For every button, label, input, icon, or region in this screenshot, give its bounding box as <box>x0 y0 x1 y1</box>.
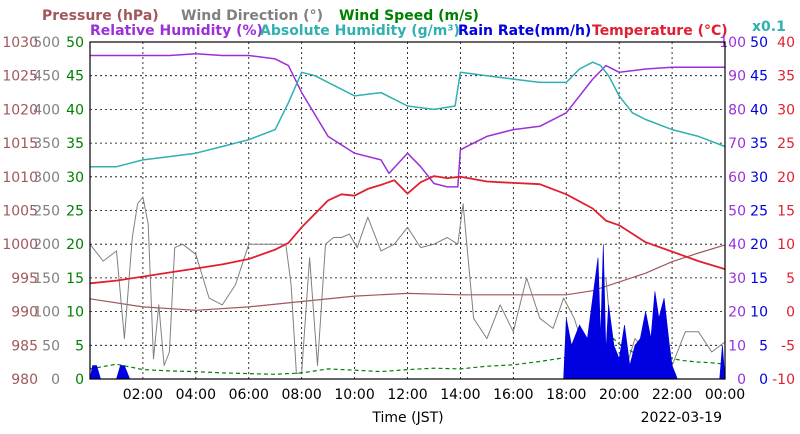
pressure-tick-label: 1025 <box>2 69 38 85</box>
wind-direction-tick-label: 450 <box>33 69 60 85</box>
pressure-tick-label: 980 <box>11 372 38 388</box>
relative-humidity-tick-label: 50 <box>728 204 746 220</box>
pressure-tick-label: 1020 <box>2 102 38 118</box>
rain-rate-tick-label: 35 <box>750 136 768 152</box>
wind-speed-tick-label: 45 <box>66 69 84 85</box>
rain-rate-tick-label: 45 <box>750 69 768 85</box>
x-axis-label: Time (JST) <box>371 410 443 426</box>
rain-rate-tick-label: 5 <box>759 338 768 354</box>
temperature-tick-label: 5 <box>786 271 795 287</box>
temperature-tick-label: 40 <box>777 35 795 51</box>
relative-humidity-tick-label: 10 <box>728 338 746 354</box>
wind-direction-tick-label: 50 <box>42 338 60 354</box>
wind-speed-line <box>89 331 726 375</box>
relative-humidity-tick-label: 40 <box>728 237 746 253</box>
wind-speed-tick-label: 40 <box>66 102 84 118</box>
relative-humidity-tick-label: 80 <box>728 102 746 118</box>
rain-rate-tick-label: 15 <box>750 271 768 287</box>
wind-direction-tick-label: 100 <box>33 305 60 321</box>
pressure-line <box>89 244 726 311</box>
legend-wind-speed: Wind Speed (m/s) <box>339 8 479 24</box>
legend-temperature: Temperature (°C) <box>592 23 728 39</box>
temperature-tick-label: 15 <box>777 204 795 220</box>
x-tick-label: 12:00 <box>387 387 427 403</box>
x-tick-label: 14:00 <box>440 387 480 403</box>
rain-rate-tick-label: 30 <box>750 170 768 186</box>
wind-direction-tick-label: 200 <box>33 237 60 253</box>
rain-rate-tick-label: 40 <box>750 102 768 118</box>
wind-speed-tick-label: 25 <box>66 204 84 220</box>
temperature-tick-label: 0 <box>786 305 795 321</box>
pressure-tick-label: 1005 <box>2 204 38 220</box>
relative-humidity-tick-label: 100 <box>719 35 746 51</box>
legend-absolute-humidity: Absolute Humidity (g/m³) <box>260 23 460 39</box>
rain-rate-tick-label: 50 <box>750 35 768 51</box>
x-tick-label: 18:00 <box>546 387 586 403</box>
x-tick-label: 20:00 <box>599 387 639 403</box>
wind-speed-tick-label: 20 <box>66 237 84 253</box>
wind-speed-tick-label: 5 <box>75 338 84 354</box>
pressure-tick-label: 1000 <box>2 237 38 253</box>
relative-humidity-tick-label: 20 <box>728 305 746 321</box>
temperature-tick-label: -5 <box>781 338 795 354</box>
relative-humidity-tick-label: 0 <box>737 372 746 388</box>
relative-humidity-tick-label: 90 <box>728 69 746 85</box>
temperature-tick-label: 30 <box>777 102 795 118</box>
wind-direction-tick-label: 250 <box>33 204 60 220</box>
pressure-tick-label: 1010 <box>2 170 38 186</box>
rain-rate-tick-label: 20 <box>750 237 768 253</box>
temperature-tick-label: 20 <box>777 170 795 186</box>
wind-speed-tick-label: 35 <box>66 136 84 152</box>
legend-abs-hum-scale: x0.1 <box>752 19 786 35</box>
rain-rate-tick-label: 25 <box>750 204 768 220</box>
absolute-humidity-line <box>90 61 726 168</box>
rain-rate-tick-label: 10 <box>750 305 768 321</box>
tick-labels: 02:00 04:00 06:00 08:00 10:00 12:00 14:00 16:00… <box>2 35 795 403</box>
relative-humidity-line <box>90 53 725 188</box>
grid <box>90 42 725 379</box>
pressure-tick-label: 985 <box>11 338 38 354</box>
pressure-tick-label: 990 <box>11 305 38 321</box>
wind-speed-tick-label: 50 <box>66 35 84 51</box>
legend-rain-rate: Rain Rate(mm/h) <box>458 23 591 39</box>
rain-rate-tick-label: 0 <box>759 372 768 388</box>
legend-pressure: Pressure (hPa) <box>42 8 159 24</box>
x-tick-label: 22:00 <box>652 387 692 403</box>
rain-rate-area <box>89 244 726 380</box>
temperature-tick-label: 10 <box>777 237 795 253</box>
pressure-tick-label: 1015 <box>2 136 38 152</box>
wind-direction-tick-label: 500 <box>33 35 60 51</box>
x-tick-label: 00:00 <box>705 387 745 403</box>
wind-direction-tick-label: 400 <box>33 102 60 118</box>
x-tick-label: 16:00 <box>493 387 533 403</box>
pressure-tick-label: 995 <box>11 271 38 287</box>
wind-speed-tick-label: 0 <box>75 372 84 388</box>
x-tick-label: 10:00 <box>334 387 374 403</box>
relative-humidity-tick-label: 70 <box>728 136 746 152</box>
wind-speed-tick-label: 15 <box>66 271 84 287</box>
series <box>89 53 726 380</box>
plot-frame <box>89 41 726 380</box>
x-tick-label: 04:00 <box>176 387 216 403</box>
temperature-tick-label: 25 <box>777 136 795 152</box>
temperature-tick-label: 35 <box>777 69 795 85</box>
pressure-tick-label: 1030 <box>2 35 38 51</box>
legend-wind-direction: Wind Direction (°) <box>181 8 323 24</box>
x-tick-label: 06:00 <box>229 387 269 403</box>
wind-direction-tick-label: 350 <box>33 136 60 152</box>
wind-speed-tick-label: 30 <box>66 170 84 186</box>
wind-direction-tick-label: 150 <box>33 271 60 287</box>
date-label: 2022-03-19 <box>641 410 722 426</box>
wind-speed-tick-label: 10 <box>66 305 84 321</box>
wind-direction-tick-label: 0 <box>51 372 60 388</box>
x-tick-label: 08:00 <box>281 387 321 403</box>
relative-humidity-tick-label: 60 <box>728 170 746 186</box>
wind-direction-tick-label: 300 <box>33 170 60 186</box>
temperature-tick-label: -10 <box>772 372 795 388</box>
x-tick-label: 02:00 <box>123 387 163 403</box>
relative-humidity-tick-label: 30 <box>728 271 746 287</box>
temperature-line <box>89 175 726 285</box>
legend-relative-humidity: Relative Humidity (%) <box>90 23 263 39</box>
